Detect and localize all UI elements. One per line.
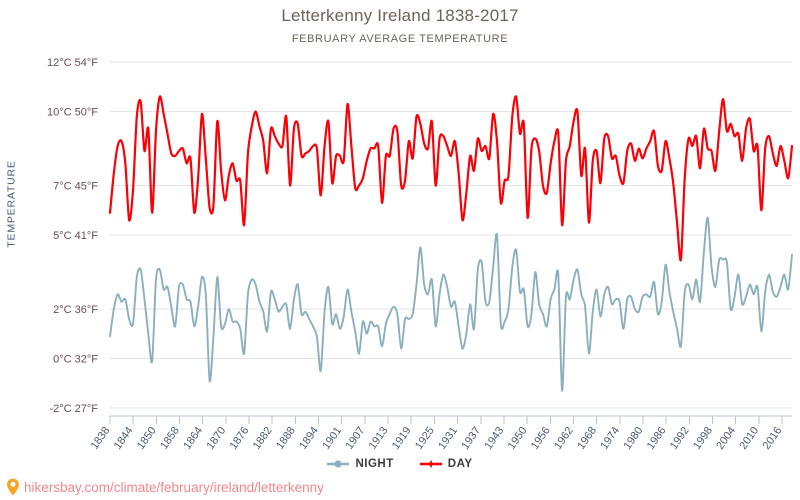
x-tick-label: 1907	[343, 425, 367, 452]
y-tick-label: 5°C 41°F	[53, 230, 98, 242]
series-line-night	[109, 216, 793, 392]
y-tick-label: 7°C 45°F	[53, 181, 98, 193]
x-tick-label: 2010	[737, 425, 761, 452]
series-group	[108, 95, 794, 392]
location-pin-icon	[7, 478, 19, 496]
legend-marker-day-icon	[419, 459, 442, 469]
x-tick-label: 1850	[135, 425, 159, 452]
x-tick-label: 1962	[552, 425, 576, 452]
x-tick-label: 1950	[506, 425, 530, 452]
x-tick-label: 1894	[297, 425, 321, 452]
chart-subtitle: FEBRUARY AVERAGE TEMPERATURE	[291, 33, 509, 45]
x-tick-label: 1968	[575, 425, 599, 452]
x-tick-label: 1876	[228, 425, 252, 452]
x-tick-label: 1986	[645, 425, 669, 452]
series-line-day	[108, 95, 794, 262]
x-tick-label: 1980	[622, 425, 646, 452]
y-tick-label: 0°C 32°F	[53, 354, 98, 366]
x-tick-label: 1913	[367, 425, 391, 452]
footer-url-text: hikersbay.com/climate/february/ireland/l…	[24, 479, 324, 495]
x-tick-label: 2004	[714, 425, 738, 452]
y-tick-label: -2°C 27°F	[49, 403, 98, 415]
legend-label-day: DAY	[447, 458, 473, 470]
x-tick-label: 1858	[158, 425, 182, 452]
x-tick-label: 1838	[89, 425, 113, 452]
x-axis-group	[109, 415, 792, 424]
y-tick-label: 2°C 36°F	[53, 304, 98, 316]
legend-label-night: NIGHT	[355, 458, 394, 470]
legend-item-night[interactable]: NIGHT	[327, 458, 393, 470]
x-tick-label: 1844	[112, 425, 136, 452]
y-tick-label: 12°C 54°F	[47, 57, 98, 69]
x-tick-label: 1864	[181, 425, 205, 452]
x-tick-label: 1888	[274, 425, 298, 452]
y-tick-labels-group: 12°C 54°F 10°C 50°F 7°C 45°F 5°C 41°F 2°C 36…	[47, 57, 98, 415]
y-tick-label: 10°C 50°F	[47, 106, 98, 118]
x-tick-label: 1901	[320, 425, 344, 452]
x-tick-label: 1925	[413, 425, 437, 452]
x-tick-label: 1870	[204, 425, 228, 452]
x-tick-label: 2016	[761, 425, 785, 452]
x-tick-label: 1882	[251, 425, 275, 452]
footer-attribution: hikersbay.com/climate/february/ireland/l…	[6, 478, 324, 496]
x-tick-label: 1992	[668, 425, 692, 452]
x-tick-labels-group: 1838 1844 1850 1858 1864 1870 1876 1882 1888 1894…	[89, 425, 785, 452]
chart-legend: NIGHT DAY	[0, 458, 800, 470]
x-tick-label: 1943	[483, 425, 507, 452]
legend-marker-night-icon	[327, 460, 350, 468]
x-tick-label: 1998	[691, 425, 715, 452]
x-tick-label: 1956	[529, 425, 553, 452]
legend-item-day[interactable]: DAY	[419, 458, 473, 470]
x-tick-label: 1937	[459, 425, 483, 452]
chart-title: Letterkenny Ireland 1838-2017	[281, 6, 519, 25]
x-tick-label: 1974	[598, 425, 622, 452]
x-tick-label: 1919	[390, 425, 414, 452]
x-tick-label: 1931	[436, 425, 460, 452]
